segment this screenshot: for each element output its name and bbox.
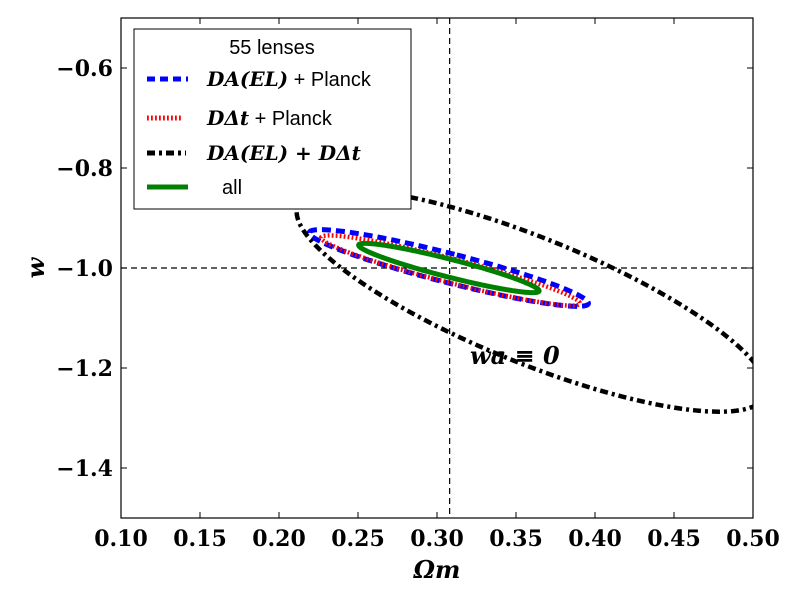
legend-title: 55 lenses bbox=[229, 37, 315, 59]
x-tick-label: 0.35 bbox=[489, 526, 543, 552]
contour-da-el-d-t bbox=[294, 187, 753, 414]
y-axis-label: w bbox=[21, 256, 50, 278]
x-tick-label: 0.15 bbox=[173, 526, 227, 552]
x-tick-label: 0.20 bbox=[252, 526, 306, 552]
series-layer bbox=[294, 187, 753, 414]
legend-label-all: all bbox=[222, 177, 242, 199]
legend-label-dael: DA(EL) + Planck bbox=[206, 67, 372, 91]
x-axis-label: Ωm bbox=[413, 555, 461, 584]
annotation-wa: wa ≡ 0 bbox=[470, 341, 560, 370]
contour-d-t-planck bbox=[318, 233, 582, 308]
y-ticks: −0.6 −0.8 −1.0 −1.2 −1.4 bbox=[56, 56, 753, 482]
legend-label-comb: DA(EL) + DΔt bbox=[206, 141, 362, 165]
x-tick-label: 0.30 bbox=[410, 526, 464, 552]
x-tick-label: 0.10 bbox=[94, 526, 148, 552]
y-axis-label-text: w bbox=[21, 256, 50, 278]
x-tick-label: 0.25 bbox=[331, 526, 385, 552]
contour-da-el-planck bbox=[306, 227, 591, 309]
x-axis-label-text: Ωm bbox=[413, 555, 461, 584]
contour-all bbox=[356, 240, 542, 296]
legend-label-ddt: DΔt + Planck bbox=[206, 106, 333, 130]
y-tick-label: −0.8 bbox=[56, 156, 113, 182]
y-tick-label: −1.4 bbox=[56, 456, 113, 482]
x-tick-label: 0.50 bbox=[726, 526, 780, 552]
x-tick-label: 0.45 bbox=[647, 526, 701, 552]
y-tick-label: −1.0 bbox=[56, 256, 113, 282]
legend: 55 lenses DA(EL) + Planck DΔt + Planck D… bbox=[133, 28, 412, 210]
y-tick-label: −0.6 bbox=[56, 56, 113, 82]
y-tick-label: −1.2 bbox=[56, 356, 113, 382]
x-ticks: 0.10 0.15 0.20 0.25 0.30 0.35 0.40 0.45 0.50 bbox=[94, 18, 780, 552]
x-tick-label: 0.40 bbox=[568, 526, 622, 552]
